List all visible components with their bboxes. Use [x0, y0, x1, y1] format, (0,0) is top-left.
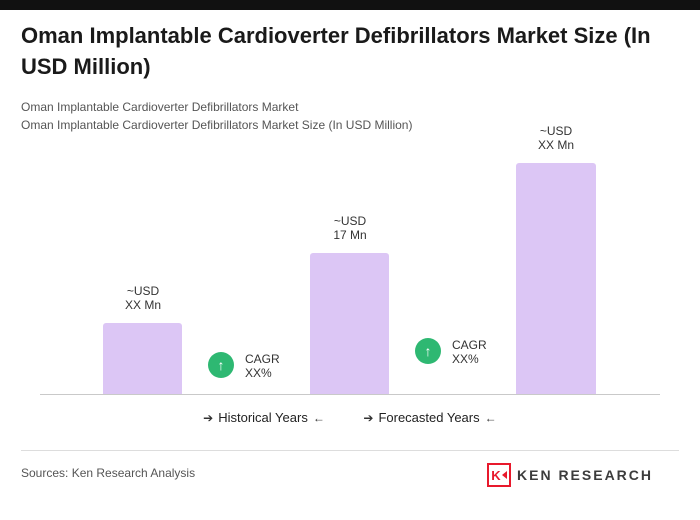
growth-up-arrow-icon: ↑: [208, 352, 234, 378]
historical-years-label: ➔ Historical Years ←: [184, 410, 344, 425]
bar1-label-line2: XX Mn: [124, 298, 161, 312]
historical-years-text: Historical Years: [218, 410, 308, 425]
ken-research-logo-icon: K: [487, 463, 511, 487]
cagr1-line1: CAGR: [245, 352, 280, 366]
bar3-label-line1: ~USD: [539, 124, 573, 138]
cagr2-line1: CAGR: [452, 338, 487, 352]
source-text: Sources: Ken Research Analysis: [21, 466, 196, 480]
bar2-label-line1: ~USD: [333, 214, 367, 228]
cagr-label: CAGR XX%: [245, 352, 280, 380]
x-axis-line: [40, 394, 660, 395]
right-arrow-icon: ➔: [363, 411, 374, 425]
right-arrow-icon: ➔: [203, 411, 214, 425]
bar-value-label: ~USD 17 Mn: [290, 214, 410, 242]
bar-forecast: [516, 163, 596, 395]
bar-base-year: [310, 253, 389, 395]
subtitle-line-1: Oman Implantable Cardioverter Defibrilla…: [21, 100, 299, 114]
left-arrow-icon: ←: [312, 411, 325, 425]
bar1-label-line1: ~USD: [126, 284, 160, 298]
bar2-label-line2: 17 Mn: [333, 228, 367, 242]
cagr-label: CAGR XX%: [452, 338, 487, 366]
logo-k-letter: K: [491, 467, 501, 483]
left-arrow-icon: ←: [484, 411, 497, 425]
ken-research-logo: K KEN RESEARCH: [487, 463, 653, 487]
cagr2-line2: XX%: [452, 352, 479, 366]
subtitle-line-2: Oman Implantable Cardioverter Defibrilla…: [21, 118, 413, 132]
cagr1-line2: XX%: [245, 366, 272, 380]
growth-up-arrow-icon: ↑: [415, 338, 441, 364]
forecasted-years-text: Forecasted Years: [378, 410, 480, 425]
top-bar: [0, 0, 700, 10]
chart-subtitle: Oman Implantable Cardioverter Defibrilla…: [21, 98, 412, 134]
up-arrow-glyph: ↑: [217, 357, 225, 373]
bar-historical: [103, 323, 182, 395]
bar-value-label: ~USD XX Mn: [83, 284, 203, 312]
up-arrow-glyph: ↑: [424, 343, 432, 359]
bar3-label-line2: XX Mn: [537, 138, 574, 152]
footer-divider: [21, 450, 679, 451]
page-title: Oman Implantable Cardioverter Defibrilla…: [21, 23, 651, 79]
ken-research-logo-text: KEN RESEARCH: [517, 467, 654, 483]
bar-value-label: ~USD XX Mn: [496, 124, 616, 152]
forecasted-years-label: ➔ Forecasted Years ←: [344, 410, 516, 425]
logo-triangle-icon: [501, 471, 507, 479]
